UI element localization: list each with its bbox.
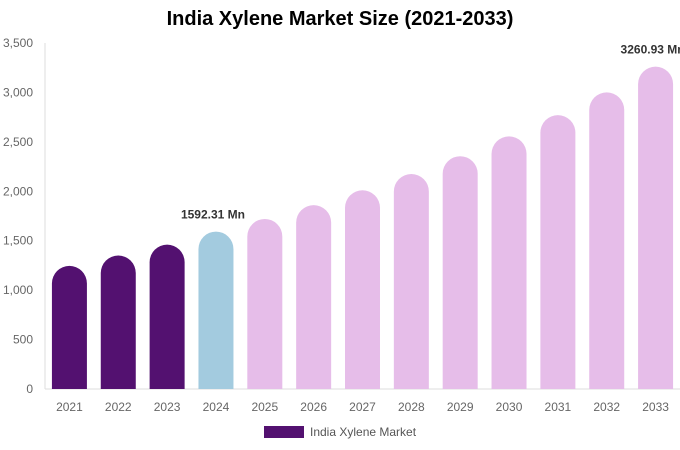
legend-label: India Xylene Market — [310, 425, 417, 439]
x-tick-label: 2024 — [203, 400, 230, 414]
x-tick-label: 2032 — [593, 400, 620, 414]
data-label: 3260.93 Mn — [621, 43, 680, 57]
y-tick-label: 500 — [13, 333, 33, 347]
y-tick-label: 3,000 — [3, 85, 33, 99]
legend: India Xylene Market — [264, 425, 416, 439]
x-tick-label: 2025 — [251, 400, 278, 414]
bar-2033 — [638, 66, 674, 389]
bar-2025 — [247, 218, 283, 389]
y-tick-label: 2,500 — [3, 135, 33, 149]
x-tick-label: 2023 — [154, 400, 181, 414]
x-tick-label: 2026 — [300, 400, 327, 414]
y-tick-label: 2,000 — [3, 184, 33, 198]
x-tick-label: 2022 — [105, 400, 132, 414]
bar-2026 — [296, 205, 332, 389]
y-tick-label: 3,500 — [3, 36, 33, 50]
bar-2023 — [149, 244, 185, 389]
bar-2032 — [589, 92, 625, 389]
x-tick-label: 2028 — [398, 400, 425, 414]
x-tick-label: 2021 — [56, 400, 83, 414]
bar-2024 — [198, 231, 234, 389]
bar-2031 — [540, 115, 576, 389]
bar-2022 — [100, 255, 136, 389]
data-label: 1592.31 Mn — [181, 208, 245, 222]
bar-2021 — [51, 265, 87, 389]
x-tick-label: 2029 — [447, 400, 474, 414]
x-tick-label: 2027 — [349, 400, 376, 414]
legend-swatch — [264, 426, 304, 438]
x-tick-label: 2030 — [496, 400, 523, 414]
bar-2029 — [442, 156, 478, 389]
bar-2027 — [345, 190, 380, 389]
y-tick-label: 1,000 — [3, 283, 33, 297]
x-tick-label: 2031 — [545, 400, 572, 414]
bar-2028 — [393, 173, 429, 389]
chart-title: India Xylene Market Size (2021-2033) — [166, 8, 514, 30]
x-tick-label: 2033 — [642, 400, 669, 414]
y-tick-label: 0 — [26, 382, 33, 396]
bar-2030 — [491, 136, 527, 389]
y-tick-label: 1,500 — [3, 234, 33, 248]
